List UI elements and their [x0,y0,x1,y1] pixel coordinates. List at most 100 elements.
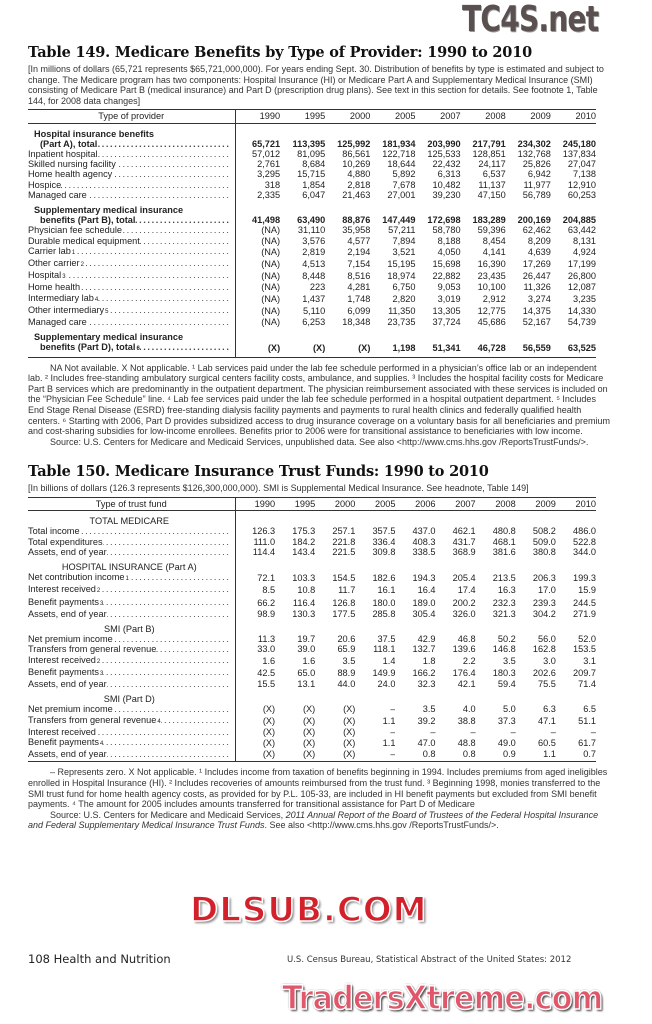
value-cell: 321.3 [492,608,516,619]
table-row: Other carrier 2..........................… [28,258,596,271]
value-cell: 18,348 [342,317,371,328]
value-cell [395,689,435,704]
value-cell: 0.8 [395,749,436,763]
value-cell: 12,087 [567,282,596,293]
value-cell: 56,559 [505,342,551,358]
value-cell: (NA) [261,235,281,246]
value-cell: (NA) [261,259,281,270]
dot-leader: ........................................… [129,572,231,583]
value-cell: (NA) [261,293,281,304]
value-cell: 8.5 [262,585,276,596]
value-cell: 223 [309,282,326,293]
row-label-cell: Total expenditures......................… [28,536,236,547]
value-cell [506,200,551,215]
value-cell [235,200,280,215]
dot-leader: ........................................… [156,644,231,655]
value-cell [315,619,355,634]
value-cell: 31,110 [297,225,326,236]
value-cell: 132.7 [412,644,436,655]
value-cell: 11,977 [523,179,551,190]
value-cell: 72.1 [257,573,276,584]
value-cell: 17.0 [537,585,556,596]
value-cell: 3.1 [583,655,596,666]
value-cell: 15,715 [297,169,326,180]
row-label-cell: Intermediary lab 4.......................… [28,292,236,305]
source-title: 2011 Annual Report of the Board of Trust… [28,809,599,831]
table-150-notes: – Represents zero. X Not applicable. ¹ I… [28,767,610,831]
table-row: Other intermediary 5.....................… [28,304,596,318]
value-cell: 56.0 [537,634,556,645]
row-label: Interest received [28,654,96,665]
footnote-marker: 3 [100,670,104,677]
value-cell: 56,789 [522,189,551,200]
value-cell [355,557,395,572]
dot-leader: ........................................… [160,714,231,725]
value-cell: 47.0 [417,738,436,749]
value-cell: 1.6 [302,655,316,666]
footnote-marker: 2 [80,262,84,269]
value-cell: 9,053 [437,282,461,293]
table-row: Home health.............................… [28,282,596,293]
value-cell: 2,819 [302,246,326,257]
value-cell [235,619,275,634]
value-cell: 47,150 [477,189,506,200]
value-cell: 221.5 [332,546,356,557]
row-label-cell: Home health.............................… [28,282,236,293]
value-cell [370,123,415,139]
row-label-cell: Assets, end of year.....................… [28,749,236,763]
footnote-marker: 4 [157,718,161,725]
value-cell: 162.8 [532,644,556,655]
value-cell: – [550,726,556,737]
value-cell: 206.3 [532,573,556,584]
value-cell: 88,876 [342,215,371,226]
value-cell: 58,780 [432,225,461,236]
value-cell: 4.0 [462,704,476,715]
row-label: benefits (Part B), total [40,215,136,226]
value-cell: 4,141 [482,246,506,257]
value-cell: 199.3 [573,573,596,584]
value-cell [551,327,596,342]
value-cell: 336.4 [372,536,396,547]
value-cell: 326.0 [452,608,476,619]
value-cell: 11.3 [257,634,276,645]
table-row: Intermediary lab 4.......................… [28,292,596,305]
value-cell: 480.8 [492,526,516,537]
value-cell: 318 [264,179,281,190]
row-label: Benefit payments [28,737,99,748]
value-cell [436,689,476,704]
value-cell: 139.6 [452,644,476,655]
value-cell [325,123,370,139]
row-label-cell: Supplementary medical insurance [28,200,236,216]
value-cell: 38.8 [457,715,476,726]
value-cell: 16.4 [417,585,436,596]
row-label-cell: Durable medical equipment...............… [28,235,236,246]
watermark-logo-bottom: TradersXtreme.com [281,977,604,1018]
row-label: Interest received [28,584,96,595]
value-cell: 200,169 [517,215,551,226]
row-label: Intermediary lab [28,292,94,303]
row-label-wrap: Benefit payments 4.......................… [28,737,234,749]
table-row: Carrier lab 1............................… [28,245,596,259]
value-cell [275,619,315,634]
value-cell: 1.1 [382,738,396,749]
table-row: Benefit payments 3.......................… [28,596,596,609]
row-label: Managed care [28,317,87,328]
row-label-wrap: Transfers from general revenue 4.........… [28,714,234,727]
row-label-cell: Other intermediary 5.....................… [28,304,236,318]
dot-leader: ........................................… [108,304,231,315]
value-cell [315,511,355,527]
value-cell [395,557,435,572]
page-number-section: 108 Health and Nutrition [28,952,171,966]
value-cell [556,689,596,704]
value-cell: 86,561 [342,148,371,159]
total-row: (Part A), total.........................… [28,138,596,149]
year-header: 2000 [315,496,356,512]
value-cell [516,557,556,572]
value-cell: 5.0 [502,704,516,715]
value-cell: 15,195 [387,259,416,270]
value-cell: 71.4 [578,679,596,690]
value-cell: 239.3 [532,597,556,608]
value-cell: 37.3 [497,715,516,726]
value-cell: 51,341 [415,342,461,358]
row-label-wrap: TOTAL MEDICARE [28,516,234,526]
